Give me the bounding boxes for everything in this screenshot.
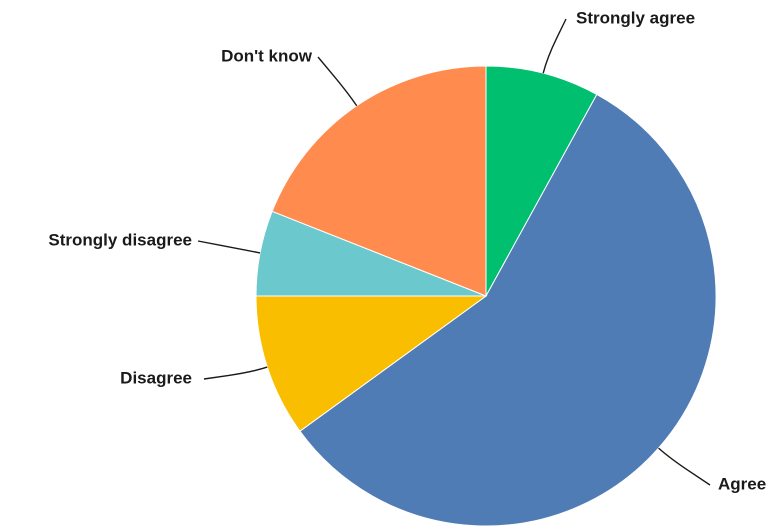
slice-label-disagree: Disagree bbox=[120, 368, 192, 387]
leader-line-agree bbox=[658, 447, 711, 486]
leader-line-disagree bbox=[203, 366, 268, 380]
leader-line-strongly-disagree bbox=[197, 240, 261, 254]
label-leader-lines bbox=[197, 18, 711, 486]
pie-slices bbox=[255, 65, 717, 527]
slice-label-agree: Agree bbox=[718, 474, 766, 493]
pie-slice-don-t-know bbox=[271, 65, 487, 297]
slice-label-strongly-agree: Strongly agree bbox=[576, 8, 695, 27]
slice-label-don-t-know: Don't know bbox=[221, 46, 313, 65]
slice-labels: Strongly agree Agree Disagree Strongly disa… bbox=[48, 8, 766, 493]
leader-line-don-t-know bbox=[317, 56, 358, 107]
slice-label-strongly-disagree: Strongly disagree bbox=[48, 230, 192, 249]
leader-line-strongly-agree bbox=[542, 18, 567, 74]
